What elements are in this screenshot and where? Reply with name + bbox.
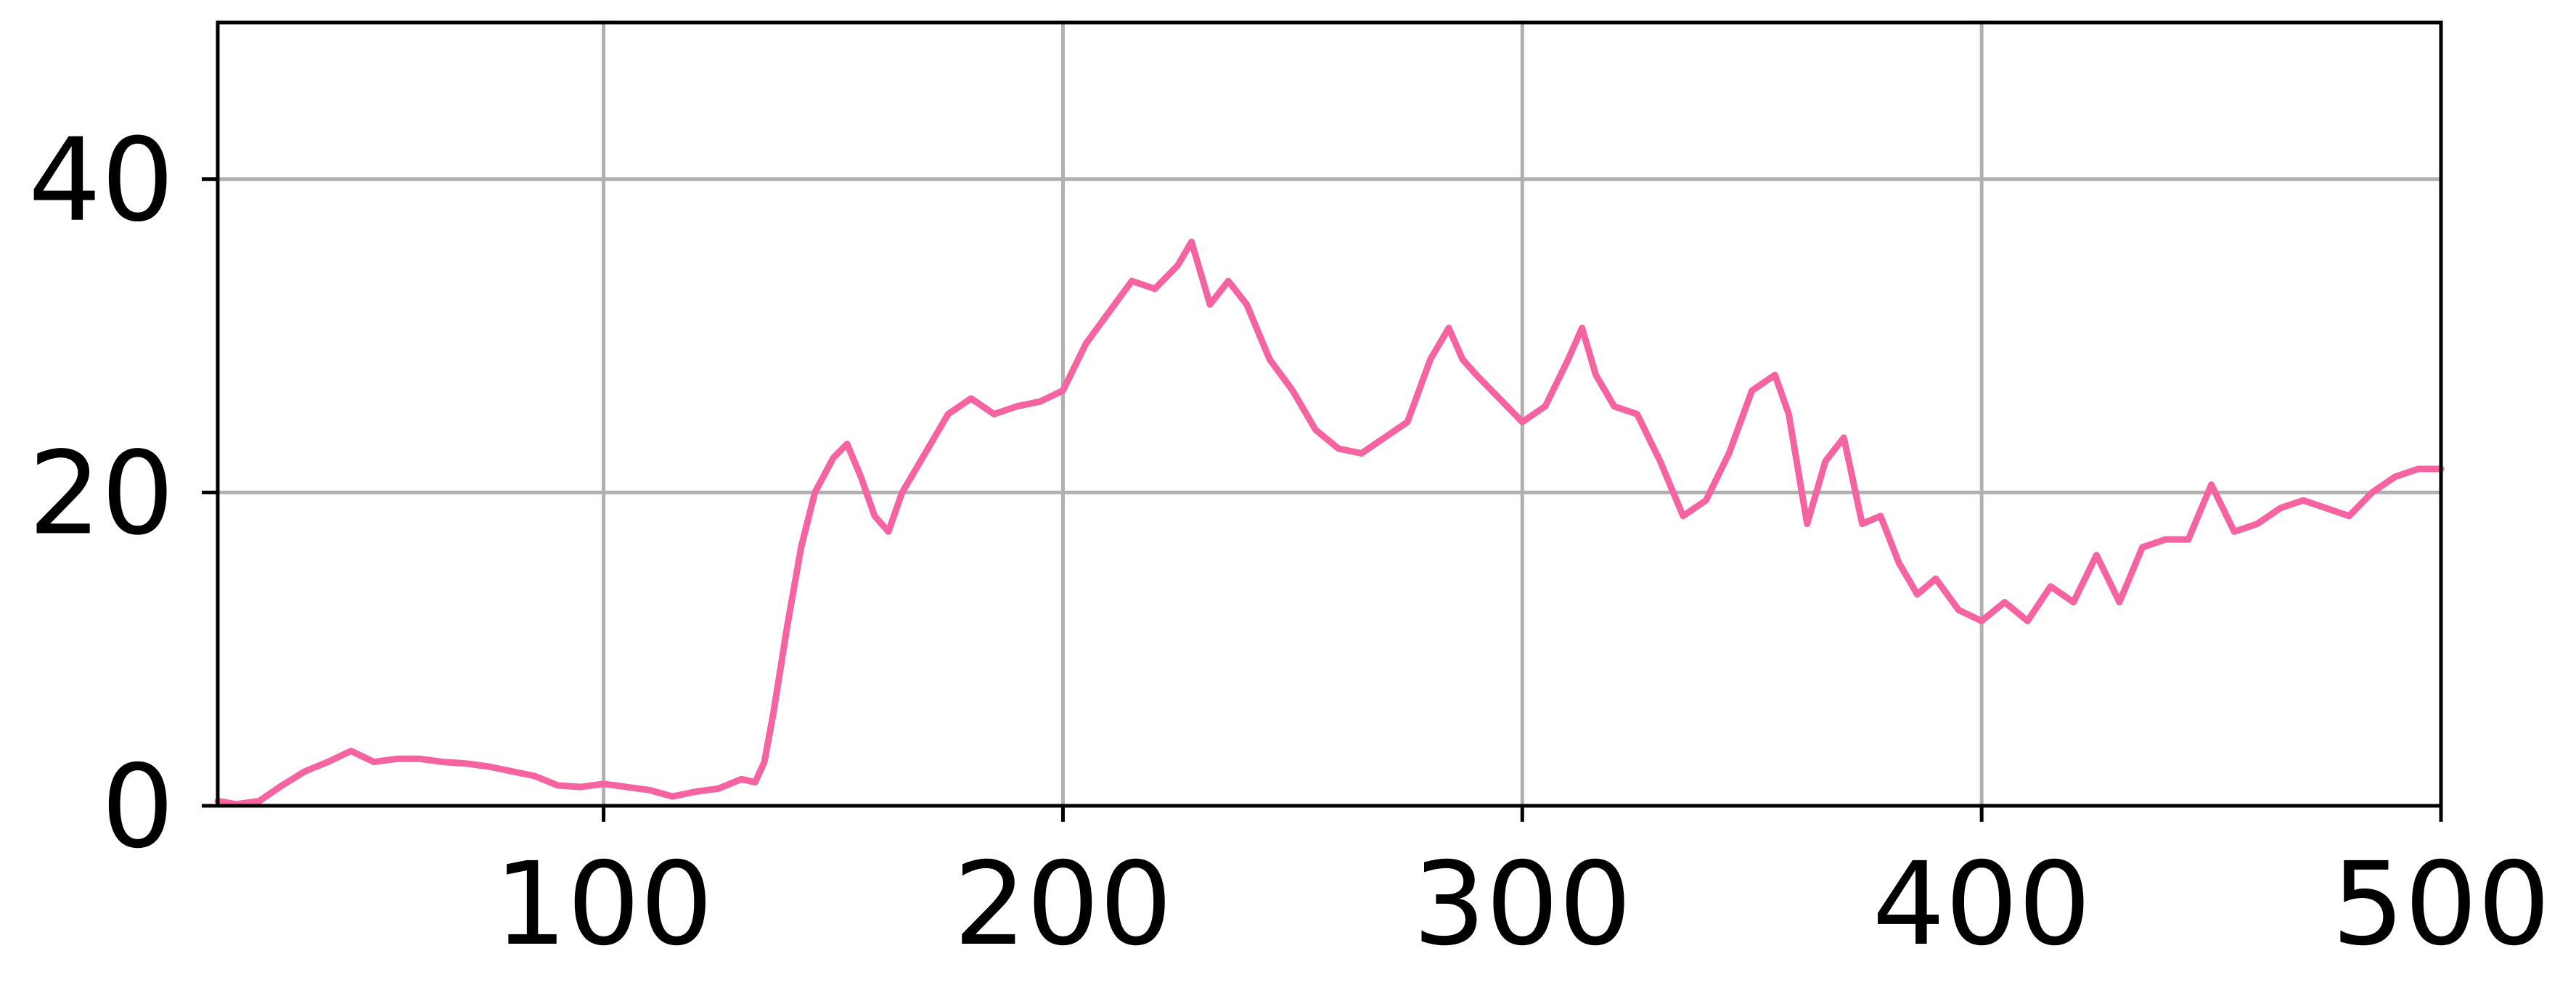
x-tick-label: 200 xyxy=(954,838,1173,971)
y-tick-label: 20 xyxy=(28,427,174,560)
axis-ticks xyxy=(202,177,2443,822)
axis-tick-labels: 100 200 300 400 500 0 20 40 xyxy=(28,114,2551,971)
y-tick-label: 0 xyxy=(101,740,174,874)
x-tick-label: 400 xyxy=(1872,838,2091,971)
grid-lines xyxy=(218,23,2443,806)
y-tick-label: 40 xyxy=(28,114,174,248)
series-line xyxy=(214,238,2445,808)
x-tick-label: 100 xyxy=(494,838,713,971)
x-tick-label: 300 xyxy=(1413,838,1632,971)
plot-area-frame xyxy=(216,20,2443,808)
x-tick-label: 500 xyxy=(2331,838,2551,971)
